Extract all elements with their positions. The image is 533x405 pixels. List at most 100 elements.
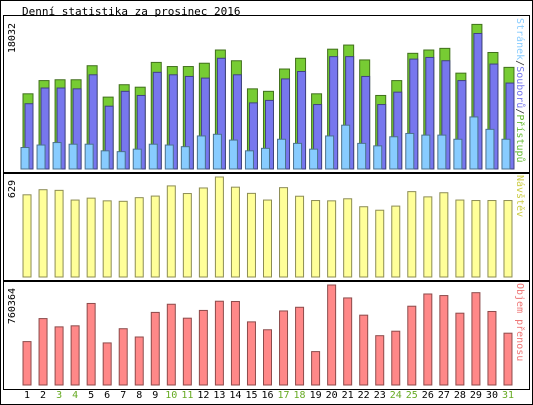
bar-Návštěv-11 [182, 193, 192, 278]
legend-entry: / [514, 60, 525, 66]
bar-Stránek-11 [180, 146, 190, 170]
bar-Objem přenosu-17 [279, 310, 289, 386]
panel-legend: Objem přenosu [514, 283, 526, 361]
bar-Stránek-15 [244, 150, 254, 170]
x-tick-label: 13 [213, 390, 225, 401]
series-Návštěv [22, 176, 513, 278]
bar-Návštěv-9 [150, 195, 160, 278]
bar-Objem přenosu-30 [487, 310, 497, 386]
bar-Stránek-30 [485, 128, 495, 170]
bar-Stránek-23 [373, 145, 383, 170]
bar-Návštěv-10 [166, 185, 176, 278]
bar-Návštěv-16 [263, 199, 272, 278]
bar-Stránek-9 [148, 143, 158, 170]
x-tick-label: 21 [342, 390, 354, 401]
bar-Návštěv-18 [295, 195, 305, 278]
bar-Stránek-22 [357, 142, 367, 170]
bar-Návštěv-23 [375, 209, 385, 278]
bar-Objem přenosu-24 [391, 330, 401, 386]
x-tick-label: 14 [229, 390, 241, 401]
bar-Návštěv-15 [246, 192, 256, 278]
bar-Stránek-28 [453, 138, 463, 170]
bar-Návštěv-24 [391, 205, 401, 278]
bar-Stránek-21 [341, 124, 351, 170]
panel-max-value-label: 760364 [7, 288, 18, 324]
x-tick-label: 30 [486, 390, 498, 401]
bar-Objem přenosu-26 [423, 293, 433, 386]
bar-Stránek-8 [132, 148, 142, 170]
bar-Objem přenosu-18 [295, 306, 305, 386]
x-tick-label: 6 [104, 390, 110, 401]
bar-Objem přenosu-10 [166, 303, 176, 386]
panel-legend: Návštěv [514, 175, 526, 217]
bar-Stránek-14 [228, 139, 238, 170]
bar-Stránek-26 [421, 134, 431, 170]
x-tick-label: 12 [197, 390, 209, 401]
bar-Návštěv-13 [214, 176, 224, 278]
bar-Návštěv-30 [487, 200, 497, 278]
bar-Stránek-13 [212, 133, 222, 170]
x-tick-label: 11 [181, 390, 193, 401]
bar-Objem přenosu-6 [102, 342, 112, 386]
bar-Stránek-27 [437, 134, 447, 170]
legend-entry: Stránek [514, 18, 526, 60]
x-tick-label: 26 [422, 390, 434, 401]
bar-Stránek-18 [293, 142, 303, 170]
bar-Objem přenosu-22 [359, 314, 369, 386]
legend-entry: / [514, 108, 525, 114]
bar-Objem přenosu-29 [471, 292, 481, 386]
bar-Návštěv-26 [423, 196, 433, 278]
legend-entry: Přístupů [514, 114, 526, 162]
bar-Stránek-16 [260, 147, 270, 170]
panel-frame [3, 15, 530, 174]
x-tick-label: 10 [165, 390, 177, 401]
x-tick-label: 3 [56, 390, 62, 401]
bar-Návštěv-8 [134, 197, 144, 278]
bar-Stránek-2 [36, 144, 46, 170]
x-axis-tick-labels: 1 2 3 4 5 6 7 8 9 10 11 12 13 14 15 16 17 18 19 20 21 22 23 24 2… [24, 390, 514, 401]
bar-Stránek-5 [84, 143, 94, 170]
series-Objem přenosu [22, 284, 513, 386]
bar-Stránek-7 [116, 151, 126, 170]
bar-Návštěv-28 [455, 199, 465, 278]
bar-Návštěv-4 [70, 199, 80, 278]
series-Souborů [24, 32, 515, 170]
x-tick-label: 18 [294, 390, 306, 401]
bar-Stránek-20 [325, 135, 335, 170]
bar-Návštěv-17 [279, 187, 289, 278]
bar-Návštěv-7 [118, 200, 128, 278]
bar-Objem přenosu-15 [246, 321, 256, 386]
series-Stránek [20, 116, 511, 170]
bar-Stránek-12 [196, 135, 206, 170]
bar-Objem přenosu-12 [198, 309, 208, 386]
bar-Objem přenosu-25 [407, 305, 417, 386]
bar-Objem přenosu-28 [455, 312, 465, 386]
bar-Objem přenosu-23 [375, 335, 385, 386]
panel-frame [3, 280, 530, 390]
legend-entry: Souborů [514, 66, 526, 108]
panel-bottom: 760364 Objem přenosu [3, 280, 530, 390]
bar-Návštěv-21 [343, 198, 353, 278]
x-tick-label: 25 [406, 390, 418, 401]
bar-Objem přenosu-1 [22, 341, 32, 386]
x-tick-label: 24 [390, 390, 402, 401]
bar-Stránek-29 [469, 116, 479, 170]
x-tick-label: 9 [152, 390, 158, 401]
bar-Stránek-6 [100, 150, 110, 170]
bar-Objem přenosu-8 [134, 336, 144, 386]
x-tick-label: 31 [502, 390, 514, 401]
panel-frame [3, 172, 530, 282]
x-tick-label: 1 [24, 390, 30, 401]
panel-middle: 629 Návštěv [3, 172, 530, 282]
bar-Objem přenosu-5 [86, 302, 96, 386]
bar-Stránek-3 [52, 142, 62, 170]
chart-title: Denní statistika za prosinec 2016 [22, 5, 241, 18]
panel-top: 18032 Stránek/Souborů/Přístupů [3, 15, 530, 174]
bar-Objem přenosu-27 [439, 295, 449, 386]
bar-Návštěv-29 [471, 200, 481, 278]
bar-Objem přenosu-13 [214, 300, 224, 386]
x-tick-label: 28 [454, 390, 466, 401]
bar-Návštěv-2 [38, 189, 48, 278]
x-tick-label: 16 [261, 390, 273, 401]
